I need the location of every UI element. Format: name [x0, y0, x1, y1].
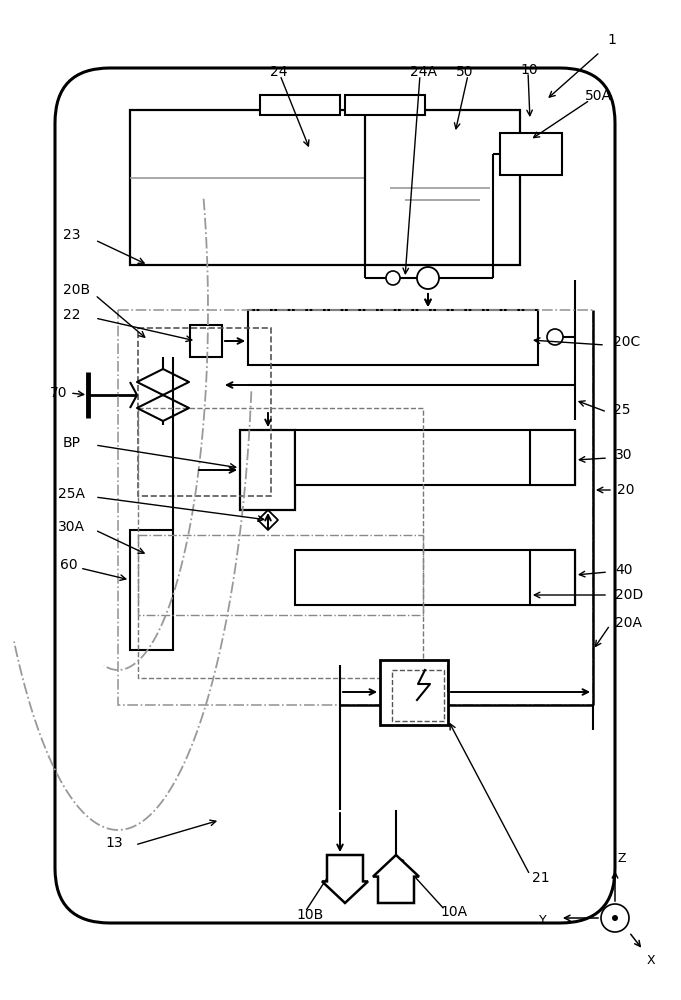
Text: 10: 10: [520, 63, 537, 77]
Bar: [380, 660, 448, 725]
Text: Y: Y: [539, 914, 547, 928]
Text: 20: 20: [617, 483, 635, 497]
Text: 24: 24: [270, 65, 287, 79]
Text: 20C: 20C: [613, 335, 640, 349]
Text: 30: 30: [615, 448, 633, 462]
Bar: [500, 133, 562, 175]
Text: X: X: [647, 954, 656, 966]
Circle shape: [547, 329, 563, 345]
Text: 1: 1: [607, 33, 616, 47]
Bar: [138, 408, 423, 678]
Bar: [118, 310, 593, 705]
Circle shape: [386, 271, 400, 285]
Text: 60: 60: [60, 558, 78, 572]
Bar: [190, 325, 222, 357]
Bar: [240, 430, 295, 510]
Text: 24A: 24A: [410, 65, 437, 79]
Text: 50A: 50A: [585, 89, 612, 103]
Text: 13: 13: [105, 836, 123, 850]
Bar: [530, 430, 575, 485]
Polygon shape: [373, 855, 419, 903]
Text: 70: 70: [50, 386, 67, 400]
Polygon shape: [322, 855, 368, 903]
Text: 20A: 20A: [615, 616, 642, 630]
Circle shape: [601, 904, 629, 932]
FancyBboxPatch shape: [55, 68, 615, 923]
Text: 25: 25: [613, 403, 631, 417]
Text: 10B: 10B: [296, 908, 323, 922]
Text: 20B: 20B: [63, 283, 90, 297]
Text: 40: 40: [615, 563, 633, 577]
Bar: [138, 328, 271, 496]
Bar: [295, 430, 575, 485]
Text: 10A: 10A: [440, 905, 467, 919]
Text: 25A: 25A: [58, 487, 85, 501]
Bar: [260, 95, 340, 115]
Circle shape: [417, 267, 439, 289]
Bar: [130, 110, 520, 265]
Text: 20D: 20D: [615, 588, 644, 602]
Text: 21: 21: [532, 871, 550, 885]
Bar: [392, 670, 444, 721]
Bar: [138, 535, 423, 615]
Text: BP: BP: [63, 436, 81, 450]
Circle shape: [612, 915, 618, 921]
Text: Z: Z: [618, 852, 627, 864]
Bar: [530, 550, 575, 605]
Text: 50: 50: [456, 65, 473, 79]
Text: 22: 22: [63, 308, 80, 322]
Text: 23: 23: [63, 228, 80, 242]
Bar: [295, 550, 575, 605]
Bar: [130, 530, 173, 650]
Bar: [345, 95, 425, 115]
Text: 30A: 30A: [58, 520, 85, 534]
Bar: [248, 310, 538, 365]
